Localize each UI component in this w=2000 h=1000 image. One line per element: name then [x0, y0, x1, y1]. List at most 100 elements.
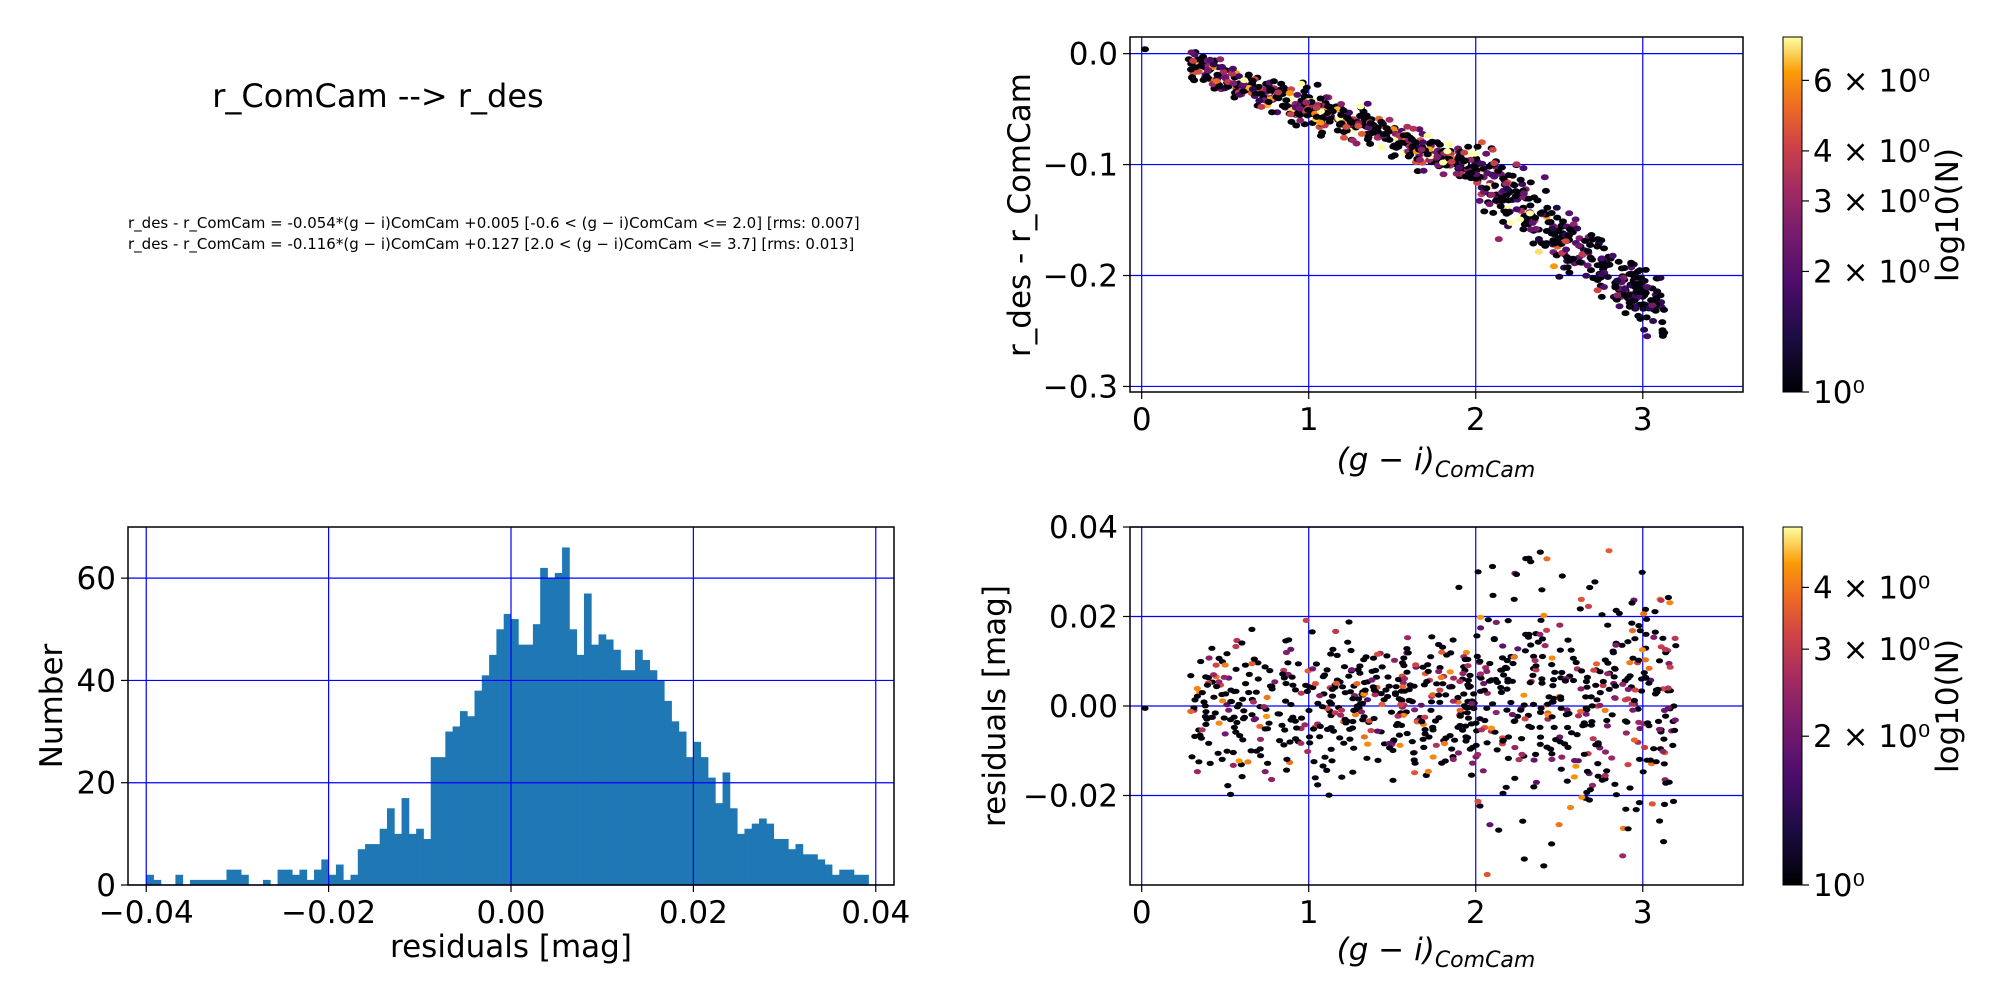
- hexbin-cell: [1198, 690, 1206, 696]
- hexbin-cell: [1638, 289, 1647, 296]
- hexbin-cell: [1362, 654, 1370, 660]
- histogram-bar: [547, 578, 556, 885]
- hexbin-cell: [1282, 97, 1291, 104]
- hexbin-cell: [1435, 668, 1443, 675]
- hexbin-cell: [1643, 333, 1652, 340]
- hexbin-cell: [1537, 617, 1545, 623]
- residuals-histogram: −0.04 −0.02 0.00 0.02 0.04 0 20 40 60 residuals…: [34, 526, 910, 965]
- hexbin-cell: [1425, 734, 1433, 740]
- histogram-bar: [394, 833, 402, 885]
- hexbin-cell: [1304, 107, 1313, 113]
- hexbin-cell: [1586, 787, 1594, 793]
- hexbin-cell: [1583, 262, 1592, 269]
- hexbin-cell: [1541, 643, 1549, 649]
- hexbin-cell: [1467, 772, 1476, 778]
- hexbin-cell: [1232, 729, 1240, 735]
- hexbin-cell: [1349, 696, 1357, 702]
- hexbin-cell: [1319, 763, 1327, 769]
- hexbin-cell: [1636, 725, 1644, 732]
- hexbin-cell: [1305, 734, 1314, 740]
- hexbin-cell: [1476, 658, 1484, 664]
- colorbar-tick-label: 10⁰: [1813, 375, 1865, 411]
- hexbin-cell: [1467, 721, 1475, 727]
- hexbin-cell: [1312, 661, 1320, 667]
- hexbin-cell: [1379, 131, 1388, 138]
- hexbin-cell: [1427, 699, 1436, 705]
- hexbin-cell: [1244, 759, 1252, 765]
- hexbin-cell: [1303, 688, 1311, 695]
- histogram-bar: [795, 844, 804, 885]
- hexbin-cell: [1323, 767, 1331, 774]
- hexbin-cell: [1378, 120, 1387, 127]
- histogram-bar: [314, 869, 322, 885]
- hexbin-cell: [1536, 734, 1545, 740]
- hexbin-cell: [1649, 318, 1658, 324]
- hexbin-cell: [1210, 694, 1218, 700]
- hexbin-cell: [1238, 640, 1246, 646]
- hexbin-cell: [1615, 303, 1624, 310]
- hexbin-cell: [1316, 693, 1324, 699]
- hexbin-cell: [1296, 117, 1305, 124]
- hexbin-cell: [1611, 666, 1619, 672]
- hexbin-cell: [1214, 750, 1222, 756]
- hexbin-cell: [1664, 594, 1672, 601]
- histogram-bar: [233, 869, 242, 885]
- hexbin-cell: [1588, 236, 1597, 243]
- hexbin-cell: [1582, 694, 1590, 700]
- hexbin-cell: [1349, 769, 1357, 775]
- hexbin-cell: [1617, 265, 1626, 272]
- hexbin-cell: [1637, 274, 1645, 281]
- hexbin-cell: [1508, 711, 1516, 718]
- hexbin-cell: [1369, 655, 1378, 661]
- hexbin-cell: [1503, 657, 1511, 664]
- hexbin-cell: [1433, 681, 1441, 687]
- hexbin-cell: [1265, 720, 1273, 726]
- hexbin-cell: [1551, 669, 1559, 675]
- hexbin-cell: [1491, 729, 1499, 735]
- hexbin-cell: [1356, 103, 1365, 110]
- hexbin-cell: [1538, 680, 1546, 686]
- hexbin-cell: [1630, 697, 1638, 704]
- hexbin-cell: [1612, 792, 1620, 798]
- hexbin-cell: [1221, 662, 1229, 668]
- hexbin-cell: [1557, 694, 1565, 700]
- colorbar-tick-label: 4 × 10⁰: [1813, 570, 1930, 606]
- hexbin-cell: [1640, 611, 1648, 617]
- hexbin-cell: [1287, 701, 1295, 708]
- hexbin-cell: [1392, 684, 1400, 690]
- hexbin-cell: [1564, 724, 1572, 731]
- hexbin-cell: [1618, 642, 1626, 648]
- histogram-bar: [810, 854, 818, 885]
- hexbin-cell: [1286, 111, 1295, 118]
- hexbin-cell: [1477, 139, 1486, 146]
- hexbin-cell: [1480, 208, 1489, 215]
- hexbin-cell: [1558, 669, 1566, 676]
- hexbin-cell: [1518, 751, 1526, 758]
- hexbin-cell: [1473, 143, 1482, 150]
- histogram-bar: [671, 721, 680, 885]
- hexbin-cell: [1570, 774, 1578, 780]
- hexbin-cell: [1447, 158, 1456, 165]
- hexbin-cell: [1669, 798, 1678, 805]
- y-tick-label: −0.2: [1043, 259, 1118, 295]
- hexbin-cell: [1581, 722, 1589, 728]
- histogram-bar: [839, 869, 847, 885]
- hexbin-cell: [1295, 105, 1304, 112]
- x-axis-label: (g − i)ComCam: [1337, 442, 1536, 483]
- hexbin-cell: [1483, 668, 1491, 675]
- hexbin-cell: [1605, 548, 1613, 554]
- hexbin-cell: [1624, 639, 1632, 645]
- hexbin-cell: [1241, 662, 1249, 668]
- x-tick-label: 0: [1132, 895, 1152, 931]
- hexbin-cell: [1419, 139, 1427, 146]
- hexbin-cell: [1439, 171, 1448, 178]
- hexbin-cell: [1323, 667, 1331, 673]
- hexbin-cell: [1220, 715, 1228, 721]
- histogram-bar: [197, 879, 205, 885]
- hexbin-cell: [1583, 674, 1591, 681]
- hexbin-cell: [1671, 717, 1679, 723]
- hexbin-cell: [1439, 681, 1447, 687]
- hexbin-cell: [1316, 119, 1325, 126]
- histogram-bar: [627, 670, 636, 885]
- hexbin-cell: [1660, 707, 1669, 714]
